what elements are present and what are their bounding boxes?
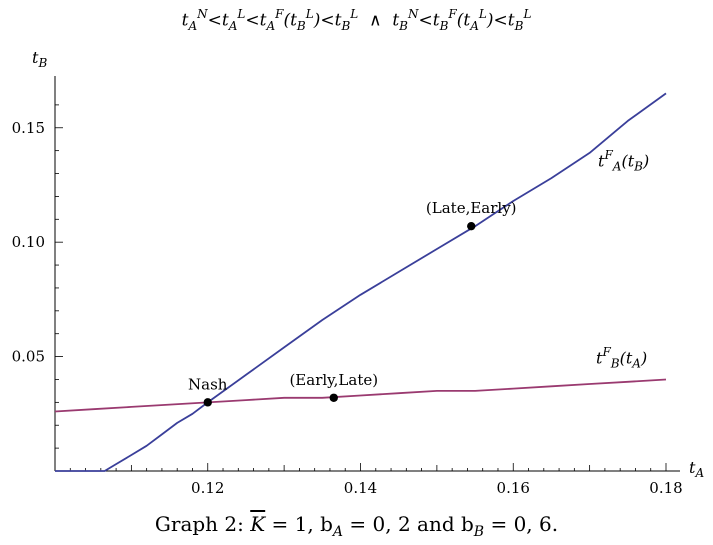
equilibrium-point	[203, 398, 212, 407]
x-tick-label: 0.16	[497, 479, 530, 497]
point-label: (Late,Early)	[426, 199, 517, 217]
x-tick-label: 0.14	[344, 479, 377, 497]
series-label-tAF: tFA(tB)	[598, 148, 650, 174]
series-line-1	[54, 378, 667, 413]
point-label: Nash	[188, 375, 228, 393]
x-axis-label: tA	[689, 458, 705, 481]
series-label-tBF: tFB(tA)	[596, 345, 648, 371]
point-label: (Early,Late)	[289, 371, 378, 389]
series-line-0	[55, 92, 667, 472]
equilibrium-point	[329, 393, 338, 402]
chart-title: tAN<tAL<tAF(tBL)<tBL ∧ tBN<tBF(tAL)<tBL	[181, 7, 532, 34]
figure-caption: Graph 2: K = 1, bA = 0, 2 and bB = 0, 6.	[154, 512, 559, 540]
y-tick-label: 0.10	[12, 233, 45, 251]
equilibrium-point	[467, 221, 476, 231]
y-tick-label: 0.15	[12, 119, 45, 137]
y-axis-label: tB	[32, 48, 48, 71]
y-tick-label: 0.05	[12, 348, 45, 366]
x-tick-label: 0.18	[649, 479, 682, 497]
x-tick-label: 0.12	[191, 479, 224, 497]
